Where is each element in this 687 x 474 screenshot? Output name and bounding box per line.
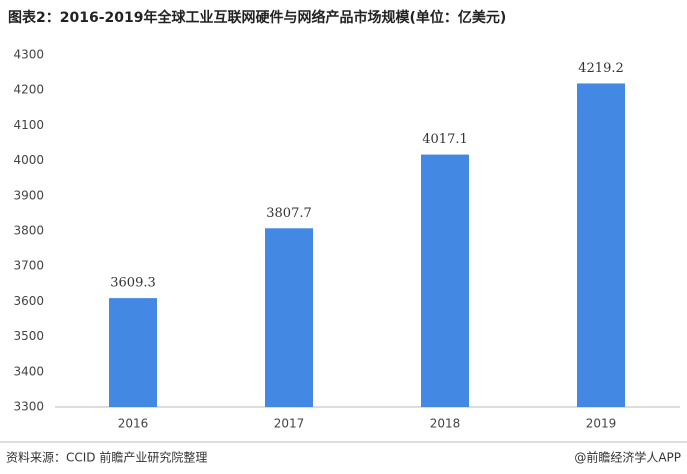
- y-tick-label: 3400: [13, 364, 44, 378]
- x-tick-label: 2016: [118, 417, 149, 431]
- value-label: 3609.3: [110, 276, 156, 291]
- y-tick-label: 4100: [13, 118, 44, 132]
- x-tick-label: 2018: [430, 417, 461, 431]
- y-tick-label: 3800: [13, 224, 44, 238]
- bar: [109, 298, 157, 407]
- y-tick-label: 4300: [13, 48, 44, 62]
- bar: [421, 154, 469, 407]
- y-tick-label: 3700: [13, 259, 44, 273]
- y-tick-label: 3900: [13, 188, 44, 202]
- y-tick-label: 4000: [13, 153, 44, 167]
- value-label: 4219.2: [578, 61, 624, 76]
- chart-title: 图表2：2016-2019年全球工业互联网硬件与网络产品市场规模(单位：亿美元): [8, 9, 506, 26]
- y-tick-label: 4200: [13, 83, 44, 97]
- value-label: 3807.7: [266, 206, 312, 221]
- x-tick-label: 2017: [274, 417, 305, 431]
- x-tick-label: 2019: [586, 417, 617, 431]
- y-tick-label: 3600: [13, 294, 44, 308]
- value-label: 4017.1: [422, 132, 468, 147]
- bar: [265, 228, 313, 407]
- credit: @前瞻经济学人APP: [574, 450, 681, 465]
- source-note: 资料来源：CCID 前瞻产业研究院整理: [6, 450, 207, 465]
- y-tick-label: 3500: [13, 329, 44, 343]
- y-tick-label: 3300: [13, 400, 44, 414]
- bar: [577, 83, 625, 408]
